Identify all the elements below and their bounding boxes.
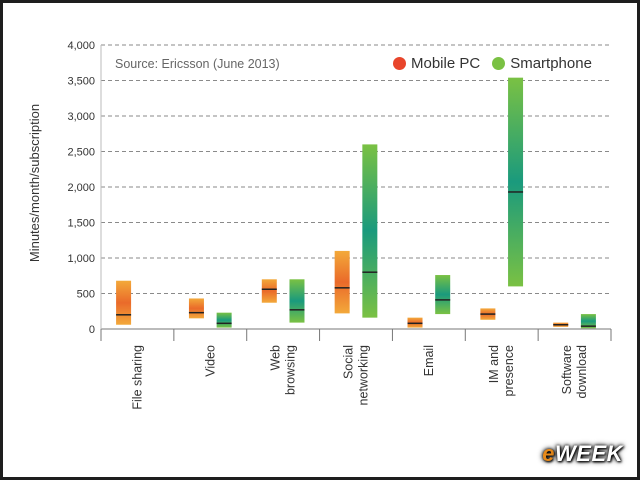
bar-smartphone <box>289 279 305 323</box>
axes: 0 500 1,000 1,500 2,000 2,500 3,000 3,500 4,000 M… <box>27 40 612 410</box>
y-tick-label: 2,000 <box>67 182 95 194</box>
y-tick-label: 0 <box>89 324 95 336</box>
y-tick-label: 3,000 <box>67 111 95 123</box>
source-note: Source: Ericsson (June 2013) <box>115 57 280 71</box>
x-category-label: Email <box>422 345 436 376</box>
bar-smartphone <box>580 314 596 329</box>
legend-marker-smartphone <box>492 57 506 70</box>
x-category-label: Socialnetworking <box>342 345 371 405</box>
bar-mobile-pc <box>116 280 132 325</box>
y-axis-label: Minutes/month/subscription <box>27 104 42 262</box>
bars <box>116 77 596 329</box>
y-tick-label: 3,500 <box>67 76 95 88</box>
grid-lines <box>101 44 611 294</box>
y-tick-label: 2,500 <box>67 147 95 159</box>
y-tick-label: 1,500 <box>67 218 95 230</box>
bar-mobile-pc <box>334 250 350 314</box>
bar-smartphone <box>508 77 524 287</box>
chart-frame: 0 500 1,000 1,500 2,000 2,500 3,000 3,500 4,000 M… <box>3 3 637 477</box>
bar-smartphone <box>216 312 232 328</box>
legend-marker-mobile-pc <box>393 57 406 70</box>
y-tick-label: 500 <box>77 289 95 301</box>
bar-mobile-pc <box>261 279 277 303</box>
x-category-label: IM andpresence <box>487 345 516 396</box>
legend-label-mobile-pc: Mobile PC <box>411 55 481 72</box>
y-tick-label: 1,000 <box>67 253 95 265</box>
x-category-label: Webbrowsing <box>269 345 298 395</box>
eweek-logo: eWEEK <box>542 441 623 466</box>
x-category-label: Video <box>203 345 217 377</box>
legend-item-smartphone: Smartphone <box>492 55 592 72</box>
x-category-label: File sharing <box>130 345 144 410</box>
legend-label-smartphone: Smartphone <box>510 55 592 72</box>
bar-smartphone <box>435 275 451 315</box>
bar-smartphone <box>362 144 378 318</box>
bar-mobile-pc <box>188 298 204 319</box>
range-bar-chart: 0 500 1,000 1,500 2,000 2,500 3,000 3,500 4,000 M… <box>27 40 612 410</box>
y-tick-label: 4,000 <box>67 40 95 52</box>
legend-item-mobile-pc: Mobile PC <box>393 55 480 72</box>
legend: Mobile PC Smartphone <box>393 55 604 72</box>
x-category-label: Softwaredownload <box>560 345 589 399</box>
